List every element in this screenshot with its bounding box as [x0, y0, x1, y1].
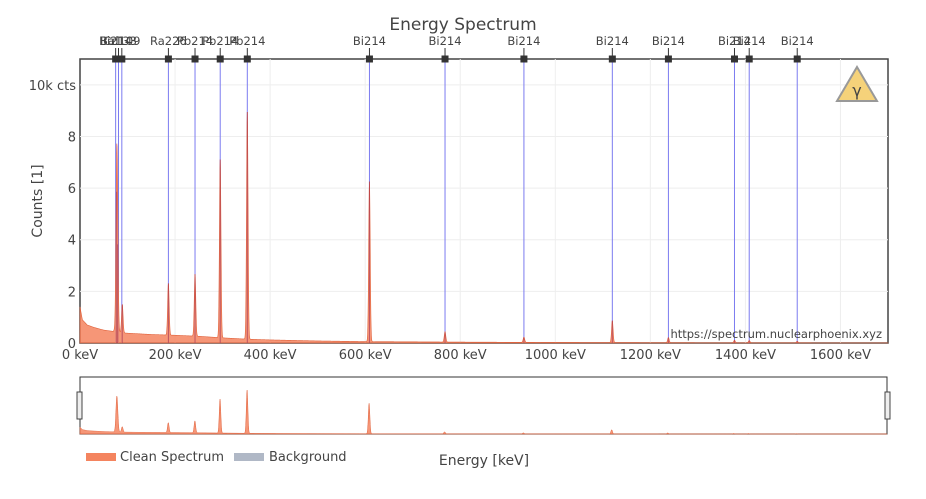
isotope-label: Bi214	[507, 34, 540, 48]
isotope-marker[interactable]	[745, 55, 753, 63]
x-tick-label: 1000 keV	[525, 348, 586, 363]
watermark-link[interactable]: https://spectrum.nuclearphoenix.xyz	[670, 327, 882, 341]
x-tick-label: 200 keV	[149, 348, 202, 363]
x-tick-label: 0 keV	[62, 348, 98, 363]
grid-lines	[80, 59, 888, 343]
isotope-label: Bi214	[99, 34, 132, 48]
legend-item-clean-spectrum[interactable]: Clean Spectrum	[86, 450, 224, 465]
gamma-warning-icon: γ	[835, 65, 879, 102]
isotope-marker[interactable]	[730, 55, 738, 63]
y-tick-label: 10k cts	[29, 79, 76, 94]
y-tick-label: 0	[68, 337, 76, 352]
x-tick-label: 800 keV	[434, 348, 487, 363]
isotope-marker[interactable]	[164, 55, 172, 63]
isotope-label: Bi214	[652, 34, 685, 48]
isotope-label: Ra226	[150, 34, 187, 48]
clean-spectrum-area	[79, 111, 889, 344]
y-tick-label: 8	[68, 130, 76, 145]
chart-title: Energy Spectrum	[389, 15, 536, 35]
isotope-marker[interactable]	[365, 55, 373, 63]
isotope-marker[interactable]	[216, 55, 224, 63]
spectrum-series	[79, 111, 889, 344]
legend-label-clean: Clean Spectrum	[120, 450, 224, 465]
x-axis-label: Energy [keV]	[439, 453, 529, 469]
isotope-marker[interactable]	[243, 55, 251, 63]
isotope-marker[interactable]	[664, 55, 672, 63]
isotope-marker[interactable]	[793, 55, 801, 63]
isotope-lines	[115, 59, 798, 343]
isotope-label: Pb214	[177, 34, 213, 48]
isotope-label: Pb214	[202, 34, 238, 48]
range-slider-preview	[79, 390, 888, 435]
y-tick-label: 6	[68, 182, 76, 197]
legend-label-background: Background	[269, 450, 347, 465]
range-slider-handle-right[interactable]	[884, 391, 891, 420]
y-tick-label: 4	[68, 234, 76, 249]
isotope-marker[interactable]	[191, 55, 199, 63]
isotope-label: Bi214	[718, 34, 751, 48]
isotope-label: Bi214	[596, 34, 629, 48]
legend-swatch-clean	[86, 453, 116, 461]
x-tick-label: 1200 keV	[620, 348, 681, 363]
isotope-label: Bi214	[733, 34, 766, 48]
x-tick-label: 600 keV	[339, 348, 392, 363]
isotope-label: Bi214	[781, 34, 814, 48]
range-slider-handle-left[interactable]	[76, 391, 83, 420]
y-tick-label: 2	[68, 285, 76, 300]
isotope-label: Ba133	[100, 34, 137, 48]
x-tick-label: 400 keV	[244, 348, 297, 363]
isotope-label: Pb214	[229, 34, 265, 48]
watermark-text: https://spectrum.nuclearphoenix.xyz	[670, 327, 882, 341]
isotope-label: Cd109	[103, 34, 140, 48]
legend: Clean Spectrum Background	[86, 450, 347, 465]
isotope-label: Bi214	[353, 34, 386, 48]
isotope-marker[interactable]	[520, 55, 528, 63]
x-tick-label: 1600 keV	[810, 348, 871, 363]
range-slider[interactable]	[76, 376, 891, 435]
legend-swatch-background	[234, 453, 264, 461]
x-tick-label: 1400 keV	[715, 348, 776, 363]
isotope-label: Bi214	[429, 34, 462, 48]
isotope-marker[interactable]	[118, 55, 126, 63]
gamma-symbol: γ	[852, 81, 861, 100]
axis-ticks: 0 keV 200 keV 400 keV 600 keV 800 keV 1000 ke…	[29, 79, 871, 363]
plot-frame	[79, 58, 889, 344]
range-slider-spectrum	[79, 390, 888, 435]
isotope-marker[interactable]	[608, 55, 616, 63]
range-slider-frame	[79, 376, 888, 435]
y-axis-label: Counts [1]	[30, 164, 46, 237]
isotope-marker[interactable]	[441, 55, 449, 63]
legend-item-background[interactable]: Background	[234, 450, 347, 465]
